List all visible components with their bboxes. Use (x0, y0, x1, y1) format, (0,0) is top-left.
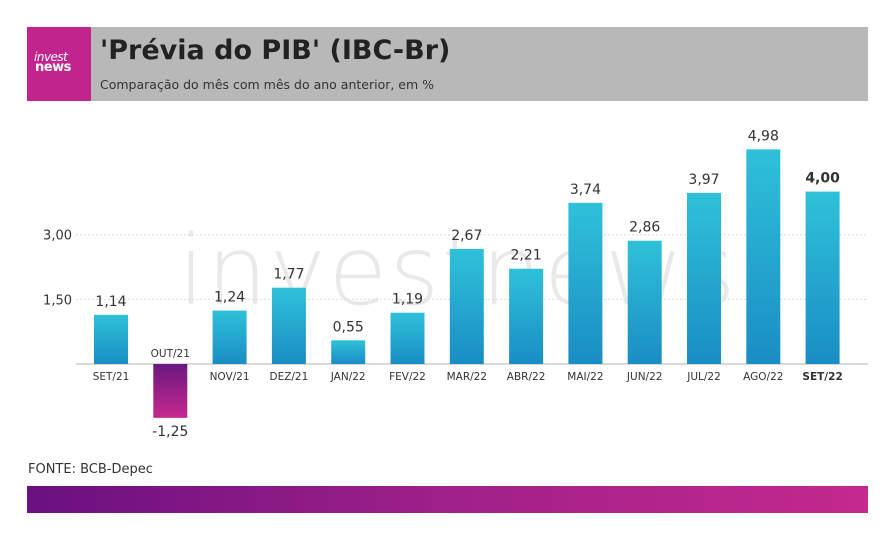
x-tick-label: NOV/21 (210, 371, 250, 383)
x-tick-label: MAR/22 (447, 371, 487, 383)
data-label: 1,19 (392, 292, 423, 308)
data-label: 4,00 (805, 171, 840, 187)
data-label: -1,25 (152, 424, 188, 440)
data-label: 2,86 (629, 220, 660, 236)
bar (153, 364, 188, 418)
bar (687, 192, 721, 364)
data-label: 4,98 (748, 128, 779, 144)
bar (805, 191, 840, 364)
bar (509, 268, 544, 364)
x-tick-label: ABR/22 (507, 371, 546, 383)
x-tick-label: MAI/22 (567, 371, 603, 383)
bar (627, 240, 662, 364)
logo-text-news: news (35, 60, 71, 75)
bar (271, 287, 306, 364)
y-tick-label: 1,50 (43, 293, 72, 308)
bar (568, 202, 603, 364)
x-tick-label: OUT/21 (151, 348, 190, 360)
data-label: 2,21 (511, 248, 542, 264)
chart-header: invest news 'Prévia do PIB' (IBC-Br) Com… (27, 27, 868, 101)
investnews-logo: invest news (27, 27, 91, 101)
x-tick-label: FEV/22 (389, 371, 426, 383)
data-label: 2,67 (451, 228, 482, 244)
bar (212, 310, 247, 364)
source-note: FONTE: BCB-Depec (28, 462, 153, 477)
chart-subtitle: Comparação do mês com mês do ano anterio… (100, 77, 435, 92)
x-tick-label: DEZ/21 (269, 371, 308, 383)
data-label: 1,77 (273, 267, 304, 283)
bar (331, 340, 366, 364)
y-tick-label: 3,00 (43, 229, 72, 244)
data-label: 3,97 (688, 172, 719, 188)
logo-text-invest: invest (34, 50, 68, 64)
data-label: 3,74 (570, 182, 601, 198)
bar (94, 314, 128, 364)
data-label: 1,14 (95, 294, 126, 310)
chart-title: 'Prévia do PIB' (IBC-Br) (100, 35, 451, 66)
bar (449, 248, 484, 364)
bar (390, 312, 425, 364)
x-tick-label: SET/22 (802, 371, 842, 383)
bar (746, 149, 781, 364)
labels: 1,50 3,00 1,14 SET/21 OUT/21 -1,25 1,24 NOV/21 1… (43, 128, 843, 440)
x-tick-label: JAN/22 (330, 371, 366, 383)
bars (94, 149, 840, 418)
x-tick-label: JUL/22 (686, 371, 721, 383)
x-tick-label: AGO/22 (743, 371, 783, 383)
data-label: 1,24 (214, 290, 245, 306)
x-tick-label: SET/21 (93, 371, 130, 383)
data-label: 0,55 (333, 319, 364, 335)
x-tick-label: JUN/22 (626, 371, 663, 383)
footer-gradient-bar (27, 486, 868, 513)
